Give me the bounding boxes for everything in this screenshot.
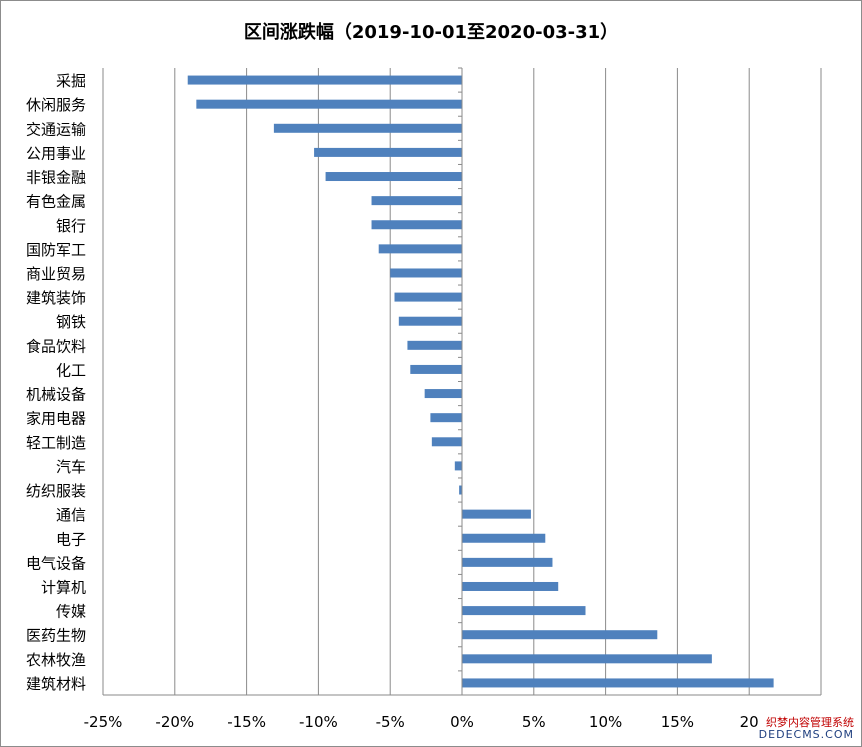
bar (462, 654, 712, 664)
category-label: 银行 (56, 217, 86, 235)
bar (187, 75, 462, 85)
category-label: 轻工制造 (26, 434, 86, 452)
x-tick-label: -5% (376, 713, 405, 731)
bar (398, 316, 462, 326)
category-label: 机械设备 (26, 386, 86, 404)
category-label: 通信 (56, 506, 86, 524)
category-label: 医药生物 (26, 627, 86, 645)
category-label: 钢铁 (56, 313, 86, 331)
category-label: 家用电器 (26, 410, 86, 428)
x-tick-label: 5% (522, 713, 546, 731)
category-label: 商业贸易 (26, 265, 86, 283)
category-label: 食品饮料 (26, 337, 86, 355)
category-label: 汽车 (56, 458, 86, 476)
bar (371, 196, 462, 206)
category-label: 有色金属 (26, 193, 86, 211)
bar (196, 99, 462, 109)
x-tick-label: -20% (155, 713, 194, 731)
category-label: 农林牧渔 (26, 651, 86, 669)
category-label: 纺织服装 (26, 482, 86, 500)
category-label: 建筑装饰 (26, 289, 86, 307)
category-label: 电气设备 (26, 554, 86, 572)
bar (459, 485, 462, 495)
bar (430, 413, 462, 423)
category-label: 交通运输 (26, 120, 86, 138)
watermark-line1: 织梦内容管理系统 (766, 716, 854, 729)
bar (462, 509, 531, 519)
category-label: 化工 (56, 361, 86, 379)
bar (407, 340, 462, 350)
bar (371, 220, 462, 230)
category-label: 非银金融 (26, 169, 86, 187)
category-label: 建筑材料 (26, 675, 86, 693)
bar (462, 630, 658, 640)
watermark: 织梦内容管理系统 DEDECMS.COM (759, 717, 854, 741)
x-tick-label: 20 (740, 713, 759, 731)
category-label: 休闲服务 (26, 96, 86, 114)
bar (378, 244, 462, 254)
chart-title: 区间涨跌幅（2019-10-01至2020-03-31） (243, 22, 619, 43)
category-label: 国防军工 (26, 241, 86, 259)
bar (431, 437, 462, 447)
bar (390, 268, 462, 278)
bar (410, 364, 462, 374)
bar (462, 678, 774, 688)
category-label: 采掘 (56, 72, 86, 90)
bar (462, 606, 586, 616)
x-tick-label: -25% (84, 713, 123, 731)
bar (273, 123, 462, 133)
bar (462, 533, 546, 543)
category-label: 公用事业 (26, 144, 86, 162)
watermark-line2: DEDECMS.COM (758, 728, 854, 741)
bar (454, 461, 462, 471)
x-tick-label: 10% (589, 713, 622, 731)
category-label: 电子 (56, 530, 86, 548)
bar (462, 581, 559, 591)
bar (325, 172, 462, 182)
bar (462, 557, 553, 567)
bar (314, 147, 462, 157)
x-tick-label: -10% (299, 713, 338, 731)
category-label: 传媒 (56, 603, 86, 621)
category-label: 计算机 (41, 578, 86, 596)
x-tick-label: -15% (227, 713, 266, 731)
x-tick-label: 15% (661, 713, 694, 731)
bar (424, 389, 462, 399)
x-tick-label: 0% (450, 713, 474, 731)
bar (394, 292, 462, 302)
